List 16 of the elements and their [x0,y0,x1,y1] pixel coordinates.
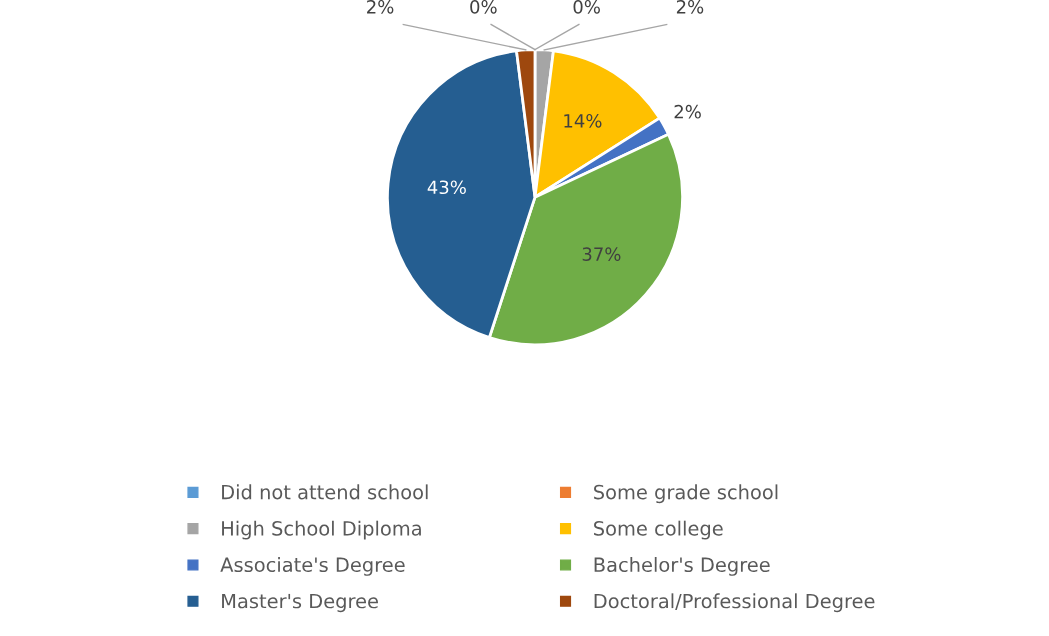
data-label: 14% [564,113,602,128]
legend-label: Master's Degree [222,593,378,613]
legend-label: Did not attend school [222,484,428,500]
legend-label: Some college [594,520,723,540]
legend-label: High School Diploma [222,520,421,540]
text: 0% [573,0,600,14]
data-label: 2% [676,0,704,14]
legend-label: Bachelor's Degree [594,557,770,576]
legend-label: Some grade school [594,484,778,504]
data-label: 37% [582,247,621,261]
data-label: 43% [427,180,466,195]
legend-label: Associate's Degree [220,557,405,576]
data-label: 2% [674,104,701,119]
text: 0% [470,0,497,14]
data-label: 2% [367,0,394,14]
legend-label: Doctoral/Professional Degree [594,593,875,613]
